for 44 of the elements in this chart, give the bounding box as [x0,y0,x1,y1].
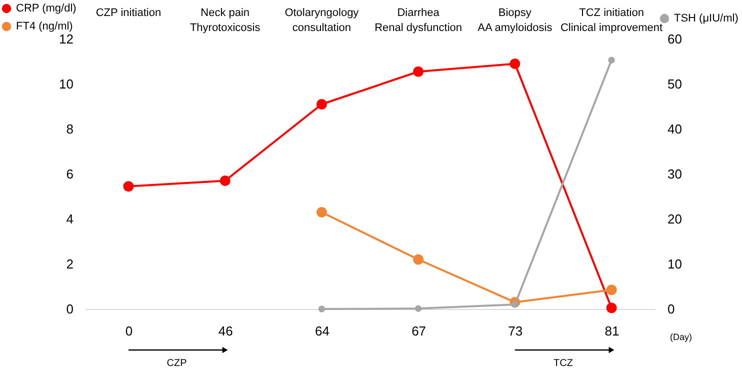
point [608,56,615,64]
legend-label: FT4 (ng/ml) [16,20,73,32]
text: Diarrhea Renal dysfunction [374,7,462,34]
x-axis-title: (Day) [670,332,692,342]
point [318,306,326,312]
y-tick-label: 4 [66,212,74,226]
text: Biopsy AA amyloidosis [478,7,553,34]
point [123,181,134,192]
point [316,99,327,110]
text: TCZ initiation Clinical improvement [560,7,663,34]
point [606,302,617,314]
y-tick-label: 10 [59,76,74,92]
point [220,176,230,186]
x-tick-label: 0 [125,324,133,338]
y2-tick-label: 0 [668,302,675,316]
y2-tick-label: 30 [668,166,682,182]
y-tick-label: 8 [66,122,74,136]
point [413,66,424,77]
point [510,58,520,69]
text: Neck pain Thyrotoxicosis [190,7,261,34]
text: TCZ [553,358,573,369]
text: CZP initiation [96,7,162,19]
legend-label: CRP (mg/dl) [16,2,76,14]
y-tick-label: 6 [66,166,74,182]
y-tick-label: 12 [59,32,74,46]
point [414,305,422,312]
legend-label: TSH (μIU/ml) [674,12,738,24]
x-tick-label: 64 [314,324,330,338]
y2-tick-label: 60 [668,32,682,46]
text: Otolaryngology consultation [284,7,360,34]
x-tick-label: 81 [604,324,620,338]
y-tick-label: 2 [66,256,74,272]
y-tick-label: 0 [66,302,74,316]
y2-tick-label: 40 [668,122,682,136]
y2-tick-label: 50 [668,76,682,92]
x-tick-label: 46 [218,324,233,338]
x-tick-label: 67 [412,324,426,338]
text: CZP [166,358,188,369]
point [413,254,424,265]
point [316,207,327,218]
x-tick-label: 73 [508,324,523,338]
y2-tick-label: 10 [668,256,682,272]
y2-tick-label: 20 [668,212,682,226]
point [606,284,617,296]
